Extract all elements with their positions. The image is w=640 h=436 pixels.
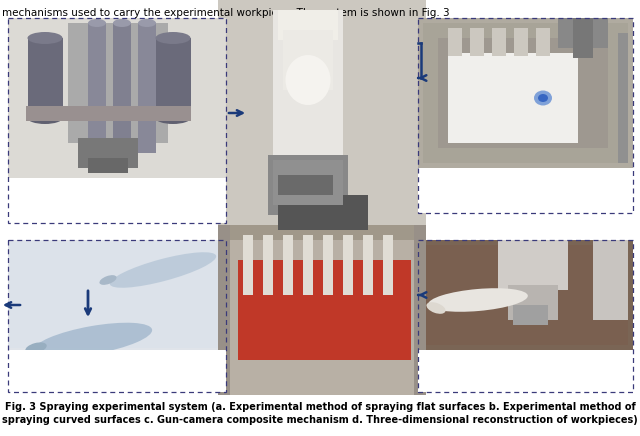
Bar [278, 10, 338, 40]
Bar [273, 10, 343, 165]
Ellipse shape [156, 112, 191, 124]
Bar [156, 38, 191, 118]
Bar [492, 28, 506, 56]
Ellipse shape [99, 275, 116, 285]
Bar [218, 225, 230, 395]
Bar [268, 155, 348, 215]
Text: Fig. 3 Spraying experimental system (a. Experimental method of spraying flat sur: Fig. 3 Spraying experimental system (a. … [2, 402, 638, 425]
Ellipse shape [113, 19, 131, 27]
Bar [438, 38, 608, 148]
Bar [593, 240, 628, 320]
Text: (c)  Composite structure of Spray
gun and RealsenseD435i: (c) Composite structure of Spray gun and… [14, 181, 188, 203]
Bar [8, 240, 226, 392]
Bar [470, 28, 484, 56]
Bar [8, 18, 226, 223]
Text: mechanisms used to carry the experimental workpiece. The system is shown in Fig.: mechanisms used to carry the experimenta… [2, 8, 450, 18]
Ellipse shape [88, 19, 106, 27]
Bar [88, 158, 128, 173]
Bar [113, 23, 131, 153]
Bar [138, 23, 156, 153]
Bar [273, 160, 343, 205]
Bar [536, 28, 550, 56]
Bar [514, 28, 528, 56]
Bar [78, 138, 138, 168]
Bar [283, 235, 293, 295]
Bar [418, 18, 633, 168]
Bar [8, 178, 226, 223]
Bar [618, 33, 628, 163]
Bar [343, 235, 353, 295]
Bar [448, 53, 578, 143]
Bar [423, 23, 628, 163]
Bar [283, 95, 331, 170]
Bar [238, 260, 411, 360]
Bar [423, 245, 628, 345]
Ellipse shape [428, 288, 528, 312]
Bar [418, 168, 633, 213]
Ellipse shape [426, 302, 445, 314]
Bar [303, 235, 313, 295]
Bar [243, 235, 253, 295]
Bar [8, 350, 226, 392]
Bar [363, 235, 373, 295]
Bar [218, 225, 426, 395]
Ellipse shape [138, 19, 156, 27]
Bar [278, 175, 333, 195]
Bar [414, 225, 426, 395]
Bar [278, 195, 368, 230]
Ellipse shape [110, 252, 216, 288]
Ellipse shape [28, 112, 63, 124]
Ellipse shape [156, 32, 191, 44]
Bar [323, 235, 333, 295]
Bar [573, 18, 593, 58]
Bar [498, 240, 568, 290]
Ellipse shape [28, 32, 63, 44]
Bar [218, 225, 426, 240]
Text: (b)  Curved surface spraying (Lure Bait
Color Prediction Experiment): (b) Curved surface spraying (Lure Bait C… [424, 353, 627, 375]
Ellipse shape [534, 91, 552, 106]
Bar [508, 285, 558, 320]
Text: (d) 3D reconstruction with
depth camera: (d) 3D reconstruction with depth camera [12, 353, 149, 375]
Bar [218, 0, 426, 395]
Bar [88, 23, 106, 153]
Bar [418, 350, 633, 392]
Bar [263, 235, 273, 295]
Ellipse shape [538, 94, 548, 102]
Bar [448, 28, 462, 56]
Bar [418, 240, 633, 392]
Ellipse shape [26, 342, 47, 354]
Bar [10, 242, 224, 348]
Bar [8, 240, 226, 350]
Bar [513, 305, 548, 325]
Ellipse shape [34, 323, 152, 357]
Bar [283, 30, 333, 90]
Text: (a)  Planar spraying (for Group A
and Group B datasets): (a) Planar spraying (for Group A and Gro… [424, 171, 594, 193]
Bar [28, 38, 63, 118]
Bar [68, 23, 168, 143]
Ellipse shape [285, 55, 330, 105]
Bar [558, 18, 608, 48]
Bar [26, 106, 191, 121]
Bar [383, 235, 393, 295]
Bar [418, 18, 633, 213]
Bar [418, 240, 633, 350]
Bar [8, 18, 226, 178]
